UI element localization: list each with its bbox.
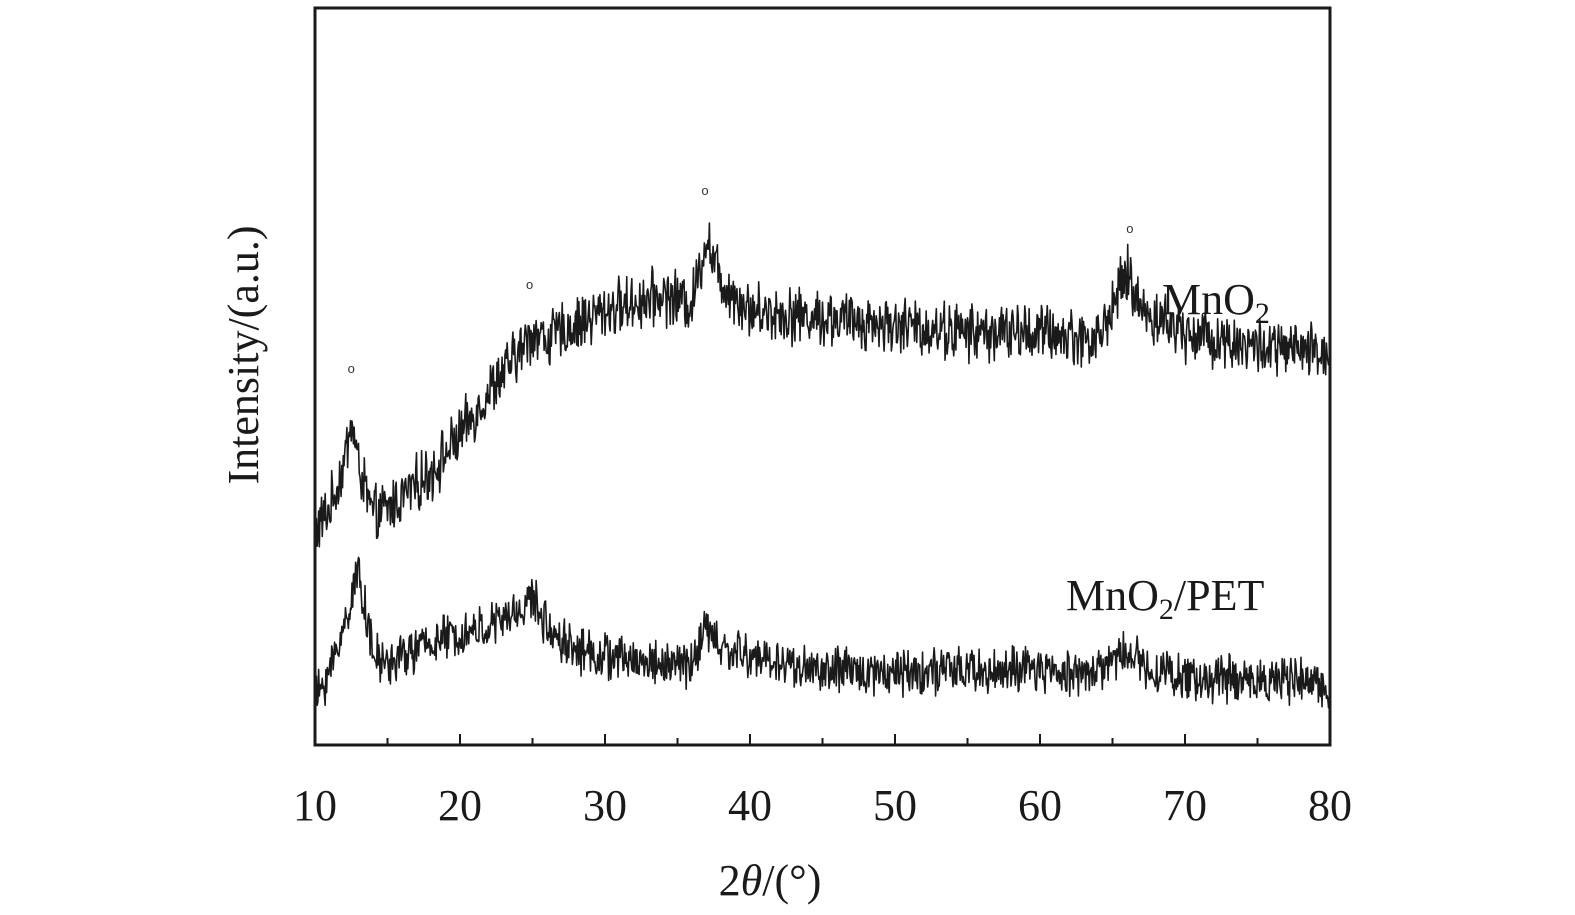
series-label-mno2: MnO2: [1162, 275, 1270, 330]
x-tick-label: 50: [873, 781, 917, 830]
series-line-mno2-pet: [314, 556, 1331, 712]
y-axis-title: Intensity/(a.u.): [219, 225, 268, 484]
series-line-mno2: [314, 222, 1331, 548]
x-tick-label: 30: [583, 781, 627, 830]
x-tick-label: 70: [1163, 781, 1207, 830]
series-layer: [314, 222, 1331, 712]
peak-marker: o: [526, 277, 533, 292]
x-tick-label: 60: [1018, 781, 1062, 830]
series-label-mno2-pet: MnO2/PET: [1066, 571, 1264, 626]
peak-marker: o: [1126, 221, 1133, 236]
peak-marker: o: [348, 361, 355, 376]
x-tick-label: 20: [438, 781, 482, 830]
peak-markers: o o o o: [348, 183, 1134, 376]
x-tick-label: 10: [293, 781, 337, 830]
x-axis-ticks: 10 20 30 40 50 60 70 80: [293, 734, 1352, 830]
x-axis-title: 2θ/(°): [719, 856, 822, 905]
peak-marker: o: [701, 183, 708, 198]
x-tick-label: 40: [728, 781, 772, 830]
x-tick-label: 80: [1308, 781, 1352, 830]
